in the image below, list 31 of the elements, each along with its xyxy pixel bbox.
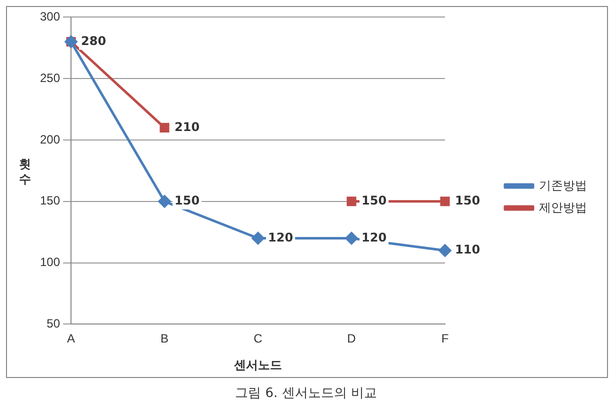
data-label: 120 — [268, 230, 294, 244]
y-tick-label: 200 — [40, 132, 60, 146]
point — [438, 244, 452, 257]
y-tick-label: 50 — [46, 316, 60, 331]
y-tick-label: 250 — [40, 70, 60, 85]
data-label: 280 — [81, 34, 106, 48]
y-axis-title: 횟수 — [19, 157, 31, 187]
point — [158, 195, 171, 208]
y-tick-label: 100 — [40, 255, 60, 270]
caption: 그림 6. 센서노드의 비교 — [234, 385, 378, 402]
legend-label: 제안방법 — [539, 200, 587, 214]
data-label: 210 — [174, 120, 200, 134]
data-label: 150 — [362, 194, 387, 208]
x-tick-label: A — [67, 332, 76, 346]
data-label: 150 — [455, 194, 480, 208]
data-label: 150 — [174, 194, 200, 208]
x-axis-title: 센서노드 — [234, 358, 282, 372]
x-tick-label: C — [254, 332, 263, 346]
legend-label: 기존방법 — [539, 178, 587, 192]
point — [345, 232, 358, 244]
point — [346, 196, 356, 206]
data-label: 110 — [455, 242, 480, 257]
y-tick-label: 150 — [40, 194, 60, 208]
x-tick-label: D — [347, 332, 356, 346]
point — [440, 196, 450, 206]
x-tick-label: F — [441, 332, 449, 346]
point — [160, 122, 170, 133]
point — [252, 232, 264, 244]
y-tick-label: 300 — [40, 10, 60, 24]
x-tick-label: B — [160, 332, 169, 346]
data-label: 120 — [362, 230, 387, 244]
